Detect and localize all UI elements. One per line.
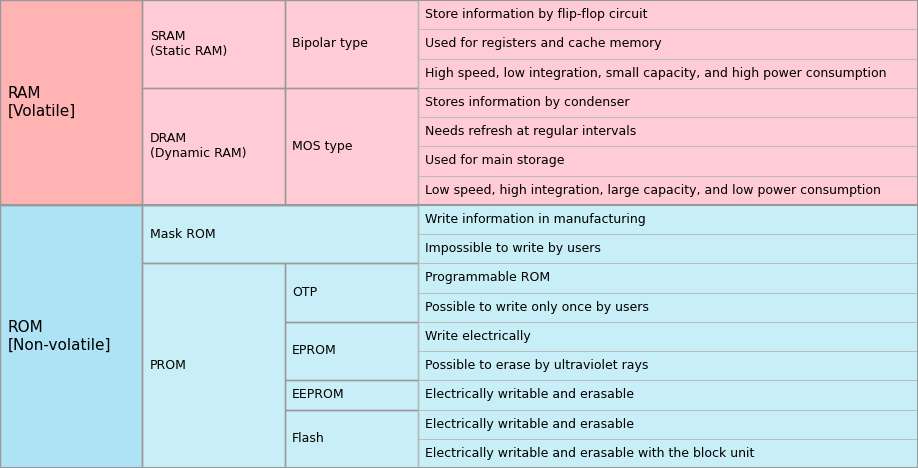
Text: Possible to erase by ultraviolet rays: Possible to erase by ultraviolet rays (425, 359, 648, 372)
Bar (418, 88, 918, 117)
Text: ROM
[Non-volatile]: ROM [Non-volatile] (7, 320, 111, 352)
Bar (418, 117, 918, 146)
Bar (142, 205, 418, 263)
Text: Used for registers and cache memory: Used for registers and cache memory (425, 37, 662, 51)
Bar (418, 351, 918, 380)
Bar (0, 0, 142, 205)
Bar (418, 410, 918, 439)
Bar (285, 263, 418, 322)
Bar (418, 205, 918, 234)
Bar (418, 292, 918, 322)
Text: PROM: PROM (150, 359, 186, 372)
Bar (418, 29, 918, 58)
Bar (142, 88, 285, 205)
Bar (0, 205, 142, 468)
Bar (418, 292, 918, 322)
Bar (418, 263, 918, 292)
Bar (285, 322, 418, 380)
Bar (418, 176, 918, 205)
Text: Needs refresh at regular intervals: Needs refresh at regular intervals (425, 125, 636, 138)
Bar (418, 146, 918, 176)
Bar (285, 88, 418, 205)
Text: OTP: OTP (292, 286, 317, 299)
Text: High speed, low integration, small capacity, and high power consumption: High speed, low integration, small capac… (425, 66, 887, 80)
Bar (418, 29, 918, 58)
Bar (285, 263, 418, 322)
Bar (285, 0, 418, 88)
Text: Impossible to write by users: Impossible to write by users (425, 242, 601, 255)
Bar (418, 380, 918, 410)
Bar (142, 263, 285, 468)
Bar (142, 88, 285, 205)
Text: MOS type: MOS type (292, 140, 353, 153)
Bar (285, 0, 418, 88)
Text: Low speed, high integration, large capacity, and low power consumption: Low speed, high integration, large capac… (425, 183, 881, 197)
Bar (418, 0, 918, 29)
Text: Electrically writable and erasable: Electrically writable and erasable (425, 417, 634, 431)
Bar (418, 88, 918, 117)
Bar (285, 88, 418, 205)
Text: Electrically writable and erasable with the block unit: Electrically writable and erasable with … (425, 447, 755, 460)
Bar (285, 410, 418, 468)
Bar (418, 176, 918, 205)
Text: Programmable ROM: Programmable ROM (425, 271, 550, 285)
Text: SRAM
(Static RAM): SRAM (Static RAM) (150, 30, 227, 58)
Bar (418, 351, 918, 380)
Bar (285, 380, 418, 410)
Text: RAM
[Volatile]: RAM [Volatile] (7, 86, 75, 118)
Bar (418, 439, 918, 468)
Text: DRAM
(Dynamic RAM): DRAM (Dynamic RAM) (150, 132, 246, 160)
Bar (285, 322, 418, 380)
Text: Write information in manufacturing: Write information in manufacturing (425, 213, 645, 226)
Bar (418, 58, 918, 88)
Bar (418, 410, 918, 439)
Bar (285, 410, 418, 468)
Bar (418, 234, 918, 263)
Text: EEPROM: EEPROM (292, 388, 344, 402)
Bar (285, 380, 418, 410)
Bar (0, 205, 142, 468)
Bar (418, 322, 918, 351)
Text: Write electrically: Write electrically (425, 330, 531, 343)
Text: Possible to write only once by users: Possible to write only once by users (425, 300, 649, 314)
Bar (418, 117, 918, 146)
Text: Store information by flip-flop circuit: Store information by flip-flop circuit (425, 8, 647, 21)
Text: Bipolar type: Bipolar type (292, 37, 368, 51)
Bar (418, 58, 918, 88)
Bar (418, 439, 918, 468)
Bar (142, 0, 285, 88)
Text: Electrically writable and erasable: Electrically writable and erasable (425, 388, 634, 402)
Text: EPROM: EPROM (292, 344, 337, 358)
Bar (418, 146, 918, 176)
Bar (418, 0, 918, 29)
Bar (0, 0, 142, 205)
Text: Used for main storage: Used for main storage (425, 154, 565, 168)
Bar (418, 234, 918, 263)
Bar (418, 380, 918, 410)
Text: Mask ROM: Mask ROM (150, 227, 215, 241)
Bar (142, 0, 285, 88)
Bar (142, 205, 418, 263)
Bar (418, 322, 918, 351)
Bar (418, 263, 918, 292)
Bar (418, 205, 918, 234)
Text: Stores information by condenser: Stores information by condenser (425, 96, 630, 109)
Bar (142, 263, 285, 468)
Text: Flash: Flash (292, 432, 325, 445)
